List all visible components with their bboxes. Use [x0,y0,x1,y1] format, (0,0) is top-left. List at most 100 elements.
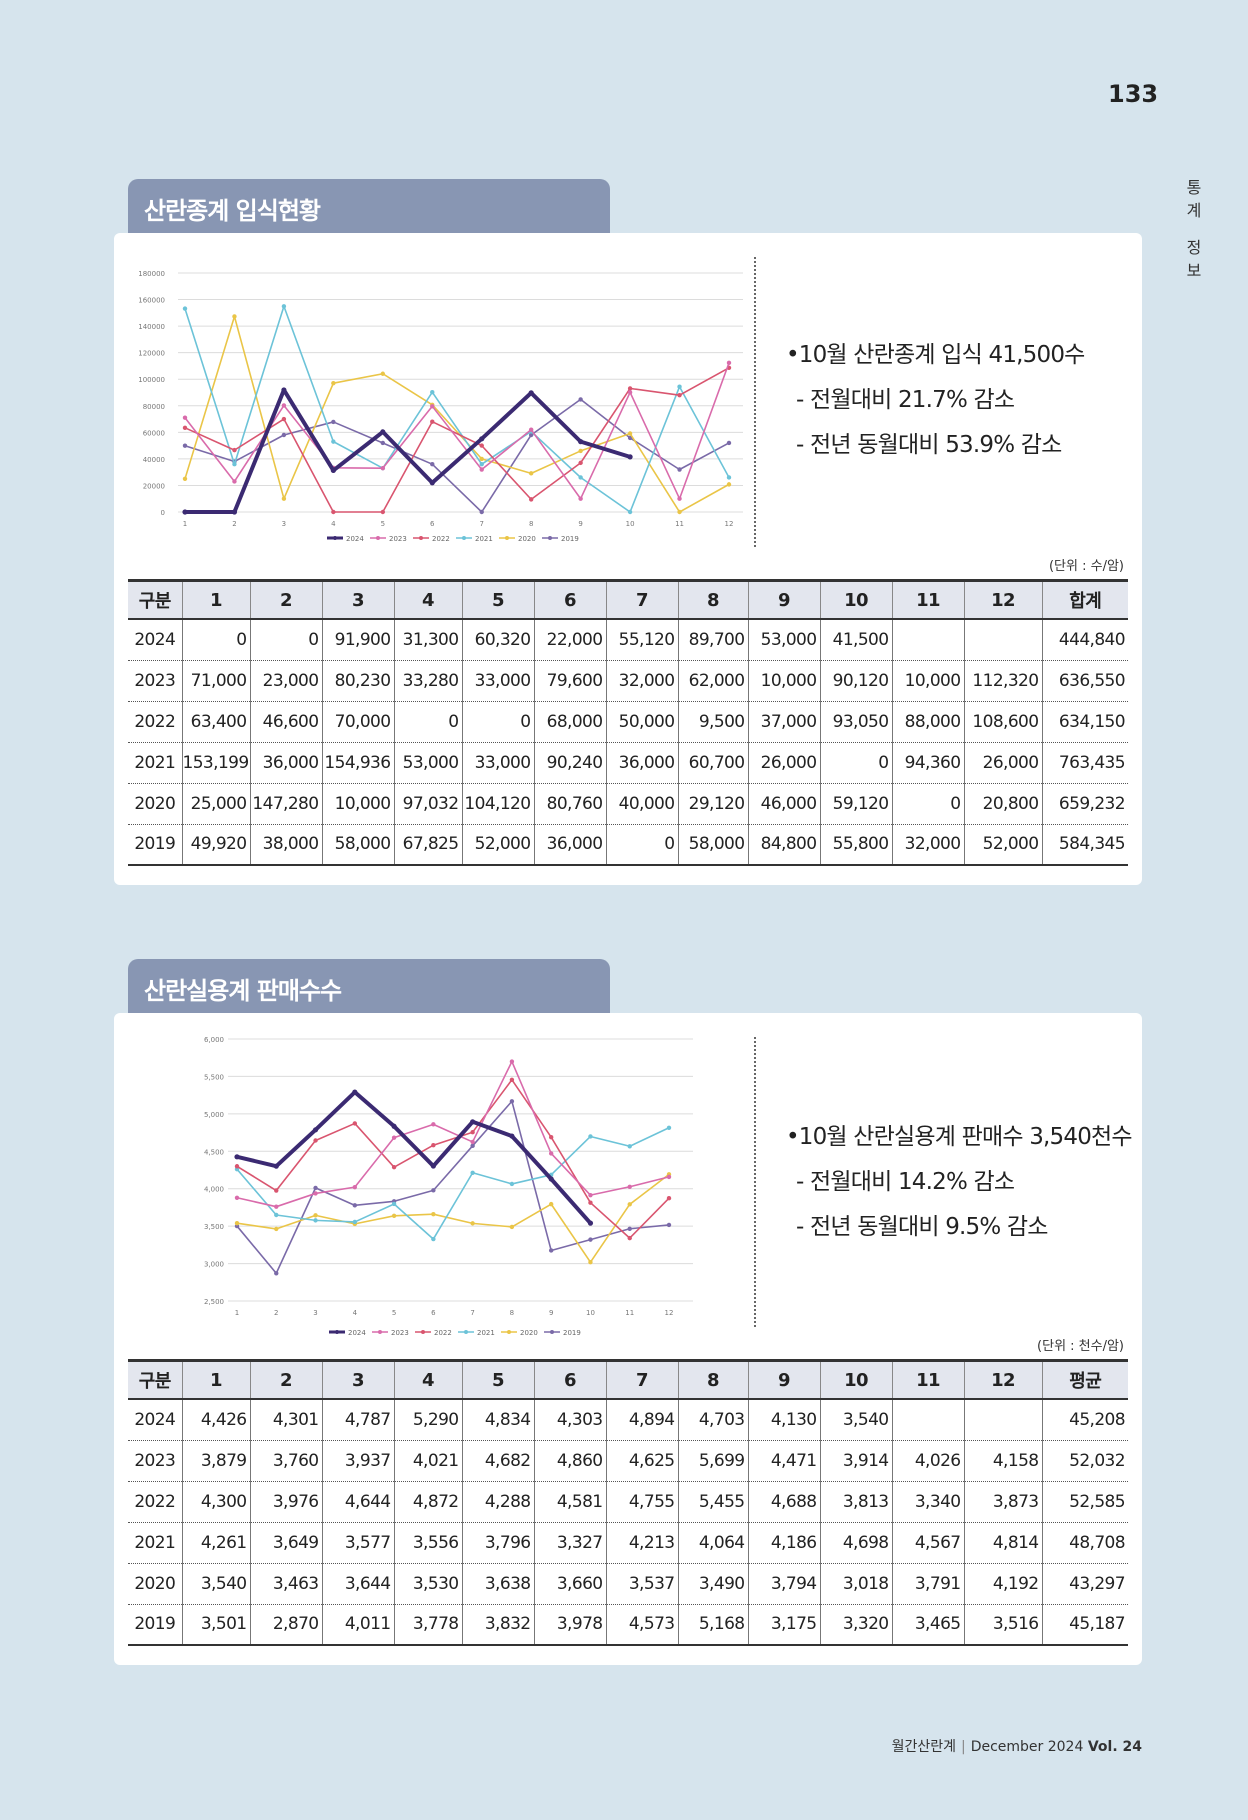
data-point-2021 [726,475,732,480]
section2-summary-yoy: - 전년 동월대비 9.5% 감소 [796,1214,1048,1240]
section2-table-cell: 52,585 [1041,1481,1128,1523]
section2-table-cell: 4,894 [605,1399,678,1441]
data-point-2020 [479,456,484,462]
data-point-2022 [352,1121,358,1126]
data-point-2024 [391,1123,397,1129]
data-point-2020 [677,509,682,515]
data-point-2019 [677,467,682,472]
legend-marker-2021 [462,536,466,540]
section1-table-cell: 58,000 [677,824,748,866]
section2-table-cell: 4,300 [181,1481,250,1523]
data-point-2024 [429,480,435,486]
footer-issue: December 2024 [970,1739,1084,1755]
section1-table-row: 2023 71,000 23,000 80,230 33,280 33,000 79,600… [128,660,1128,702]
data-point-2020 [274,1226,279,1232]
data-point-2023 [430,404,435,409]
data-point-2023 [677,496,682,501]
section1-table-cell: 0 [819,742,892,784]
section2-table-cell: 3,540 [819,1399,892,1441]
legend-marker-2024 [333,536,337,540]
side-label-char: 계 [1186,201,1202,220]
section1-table-cell: 60,700 [677,742,748,784]
legend-marker-2019 [548,536,552,540]
data-point-2021 [627,509,633,515]
data-point-2021 [431,1236,436,1242]
section2-table-cell: 3,660 [533,1563,606,1605]
section1-table-cell: 94,360 [891,742,964,784]
section1-table-cell: 80,760 [533,783,606,825]
series-line-2021 [184,305,730,513]
section1-table-cell: 46,000 [747,783,820,825]
section2-table-cell: 4,814 [963,1522,1042,1564]
section1-table-cell: 90,240 [533,742,606,784]
legend-label: 2020 [518,535,536,543]
section1-table-cell: 58,000 [321,824,394,866]
section2-table-cell: 4,303 [533,1399,606,1441]
data-point-2022 [588,1200,593,1205]
section1-table-cell: 23,000 [249,660,322,702]
section2-table-cell: 3,976 [249,1481,322,1523]
data-point-2021 [666,1125,672,1130]
section1-table-cell: 2022 [128,701,182,743]
section1-line-chart: 0 20000 40000 60000 80000 100000 120000 140000 1… [138,270,743,543]
section2-table-cell: 3,530 [393,1563,462,1605]
data-point-2019 [509,1099,515,1104]
section1-title: 산란종계 입식현황 [128,179,610,235]
data-point-2023 [313,1191,318,1196]
section1-table-cell: 0 [393,701,462,743]
section1-table-cell: 29,120 [677,783,748,825]
section2-table-cell: 3,937 [321,1440,394,1482]
data-point-2020 [726,482,732,487]
section2-table-row: 2019 3,501 2,870 4,011 3,778 3,832 3,978 4,573 5… [128,1604,1128,1646]
section2-table-row: 2024 4,426 4,301 4,787 5,290 4,834 4,303 4,894 4… [128,1399,1128,1441]
legend-marker-2021 [464,1330,468,1334]
x-tick-label: 11 [625,1309,634,1317]
section1-divider [754,257,756,547]
data-point-2023 [182,415,188,420]
section2-table: 구분 1 2 3 4 5 6 7 8 9 10 11 12 평균 2024 4,426 4,301 4,787 5,… [128,1359,1128,1646]
section1-table-cell: 2023 [128,660,182,702]
section1-table-cell: 37,000 [747,701,820,743]
data-point-2020 [470,1221,475,1226]
section2-table-cell: 4,787 [321,1399,394,1441]
side-section-label: 통 계 정 보 [1184,176,1204,282]
section1-header-cell: 1 [181,579,250,620]
section2-table-cell: 4,682 [461,1440,534,1482]
section2-table-cell: 3,490 [677,1563,748,1605]
section1-table-cell: 2020 [128,783,182,825]
section2-table-cell: 2023 [128,1440,182,1482]
section1-table-cell: 52,000 [963,824,1042,866]
data-point-2024 [330,467,336,474]
section1-table-cell: 26,000 [963,742,1042,784]
data-point-2019 [479,509,484,515]
y-tick-label: 2,500 [204,1298,224,1306]
data-point-2021 [352,1219,358,1225]
section1-table-cell: 2019 [128,824,182,866]
section2-table-cell: 3,556 [393,1522,462,1564]
section1-table-cell: 22,000 [533,619,606,661]
side-label-char: 통 [1186,178,1202,197]
section1-table-cell: 0 [249,619,322,661]
legend-label: 2024 [346,535,364,543]
section2-table-cell: 4,860 [533,1440,606,1482]
data-point-2023 [470,1139,475,1145]
section1-table-cell: 36,000 [249,742,322,784]
data-point-2023 [380,465,386,471]
y-tick-label: 180000 [138,270,165,278]
legend-label: 2019 [561,535,579,543]
section2-table-cell: 4,192 [963,1563,1042,1605]
data-point-2024 [578,439,584,445]
series-line-2022 [184,367,730,513]
x-tick-label: 5 [392,1309,396,1317]
section1-card: 0 20000 40000 60000 80000 100000 120000 140000 1… [114,233,1142,885]
section1-header-cell: 9 [747,579,820,620]
section2-table-cell: 4,026 [891,1440,964,1482]
section1-header-cell: 8 [677,579,748,620]
section1-header-cell: 구분 [128,579,182,620]
data-point-2024 [281,387,287,393]
section2-table-cell: 45,208 [1041,1399,1128,1441]
section1-table-cell: 104,120 [461,783,534,825]
section2-table-cell: 4,834 [461,1399,534,1441]
series-line-2024 [236,1090,592,1225]
data-point-2023 [588,1192,593,1198]
